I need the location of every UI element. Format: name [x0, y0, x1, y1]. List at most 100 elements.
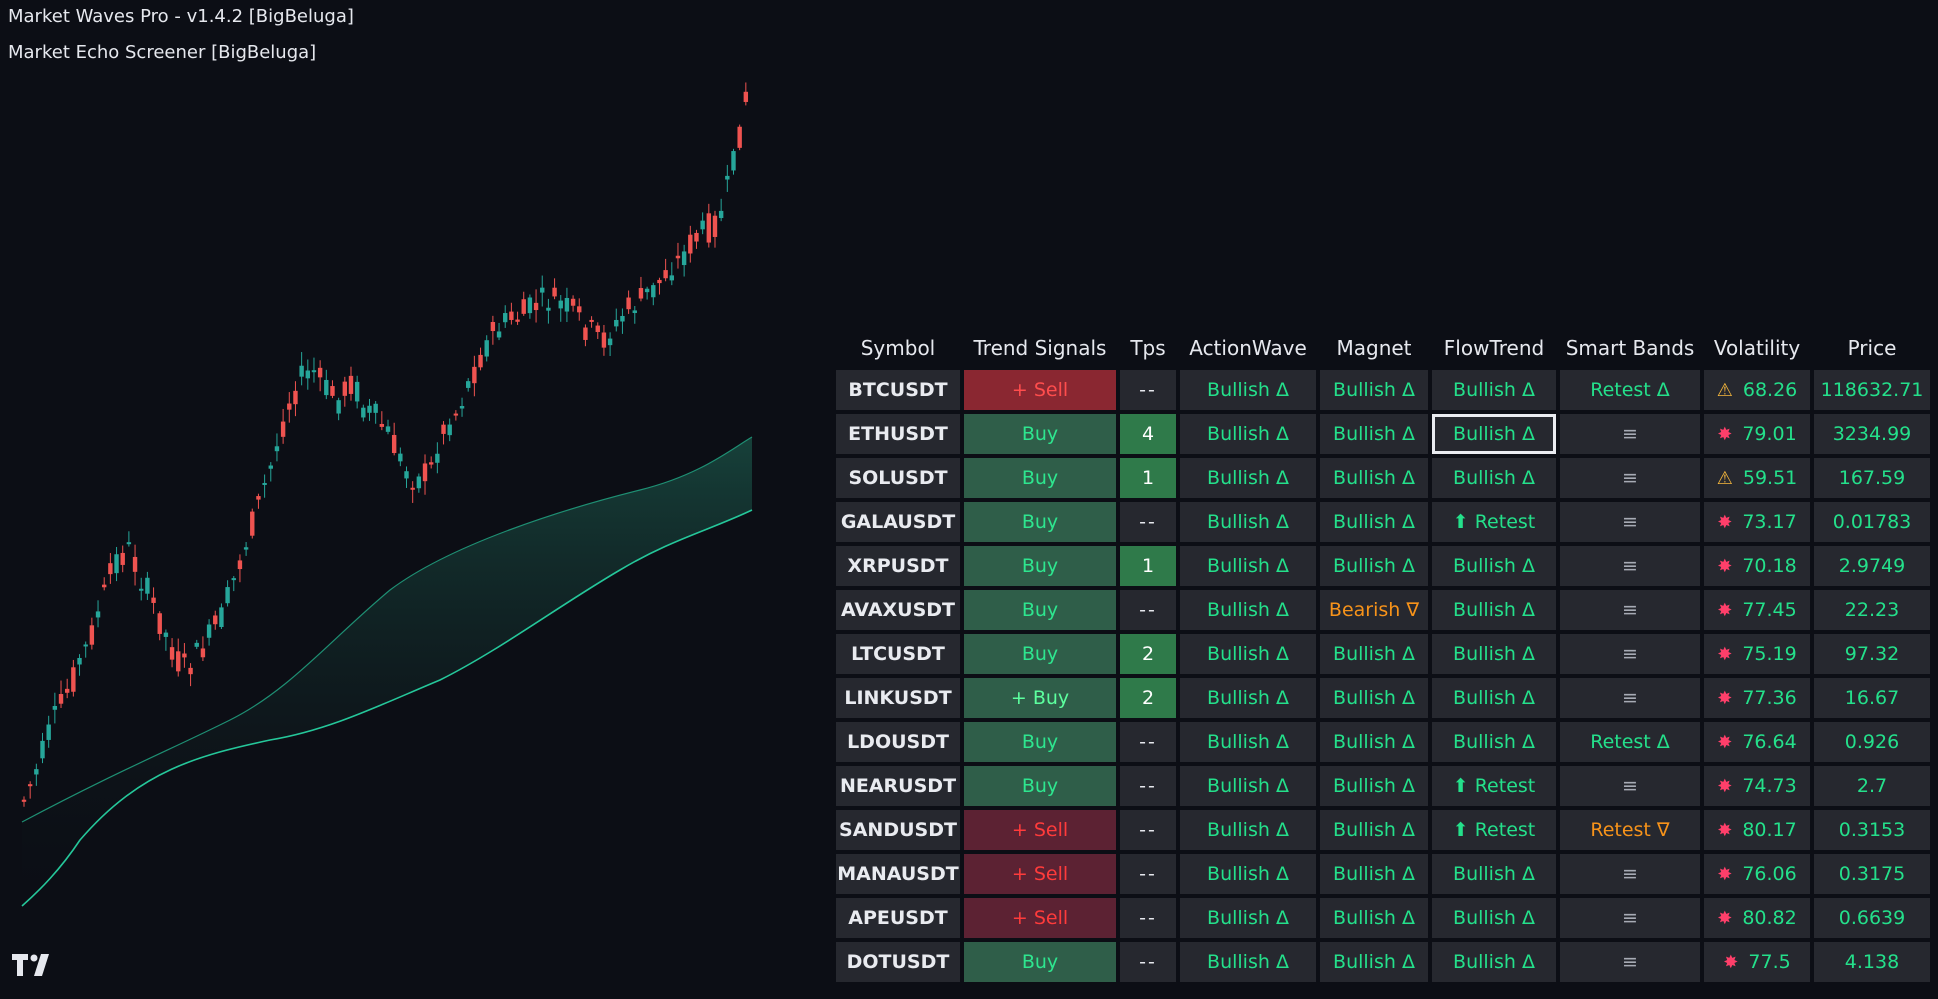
screener-header-row: Symbol Trend Signals Tps ActionWave Magnet Fl… — [836, 330, 1930, 366]
candle-body — [311, 370, 317, 373]
symbol-cell: LTCUSDT — [836, 634, 960, 674]
candle-body — [428, 462, 434, 465]
trend-signal-cell: Buy — [964, 722, 1116, 762]
actionwave-cell: Bullish Δ — [1180, 854, 1316, 894]
trend-signal-cell: + Sell — [964, 898, 1116, 938]
explosion-icon: ✸ — [1717, 688, 1733, 709]
candle-body — [391, 434, 397, 454]
table-row: XRPUSDT Buy 1 Bullish Δ Bullish Δ Bullish Δ ≡ ✸… — [836, 546, 1930, 586]
volatility-value: 80.82 — [1742, 907, 1797, 929]
volatility-cell: ✸ 74.73 — [1704, 766, 1810, 806]
tradingview-logo-icon[interactable] — [12, 952, 58, 982]
candle-body — [27, 784, 33, 787]
symbol-cell: APEUSDT — [836, 898, 960, 938]
table-row: GALAUSDT Buy -- Bullish Δ Bullish Δ ⬆ Retest ≡… — [836, 502, 1930, 542]
flowtrend-cell: Bullish Δ — [1432, 942, 1556, 982]
volatility-cell: ⚠ 68.26 — [1704, 370, 1810, 410]
candle-body — [484, 340, 489, 357]
price-cell: 0.926 — [1814, 722, 1930, 762]
price-cell: 4.138 — [1814, 942, 1930, 982]
candle-body — [416, 476, 422, 489]
candle-body — [422, 463, 428, 482]
price-cell: 167.59 — [1814, 458, 1930, 498]
explosion-icon: ✸ — [1717, 732, 1733, 753]
candle-body — [583, 327, 588, 340]
candle-body — [169, 647, 175, 660]
candle-body — [287, 403, 292, 410]
column-header-symbol: Symbol — [860, 336, 936, 360]
volatility-value: 76.06 — [1742, 863, 1797, 885]
table-row: LTCUSDT Buy 2 Bullish Δ Bullish Δ Bullish Δ ≡ ✸… — [836, 634, 1930, 674]
candle-body — [688, 234, 693, 254]
table-row: SANDUSDT + Sell -- Bullish Δ Bullish Δ ⬆ Rete… — [836, 810, 1930, 850]
smart-bands-cell: ≡ — [1560, 502, 1700, 542]
indicator-legend-market-echo[interactable]: Market Echo Screener [BigBeluga] — [8, 42, 317, 63]
volatility-cell: ✸ 76.06 — [1704, 854, 1810, 894]
price-cell: 118632.71 — [1814, 370, 1930, 410]
smart-bands-cell: ≡ — [1560, 678, 1700, 718]
trend-signal-cell: Buy — [964, 546, 1116, 586]
magnet-cell: Bullish Δ — [1320, 634, 1428, 674]
explosion-icon: ✸ — [1717, 820, 1733, 841]
candle-body — [64, 688, 70, 693]
actionwave-cell: Bullish Δ — [1180, 590, 1316, 630]
smart-bands-cell: Retest Δ — [1560, 370, 1700, 410]
candle-body — [348, 375, 354, 394]
flowtrend-cell: Bullish Δ — [1432, 458, 1556, 498]
candle-body — [163, 632, 169, 637]
table-row: MANAUSDT + Sell -- Bullish Δ Bullish Δ Bullis… — [836, 854, 1930, 894]
candle-body — [330, 386, 335, 396]
candle-body — [21, 799, 27, 802]
actionwave-cell: Bullish Δ — [1180, 678, 1316, 718]
actionwave-cell: Bullish Δ — [1180, 766, 1316, 806]
candle-body — [410, 487, 415, 490]
candle-body — [373, 403, 378, 413]
smart-bands-cell: ≡ — [1560, 634, 1700, 674]
candle-body — [46, 724, 51, 740]
flowtrend-cell: Bullish Δ — [1432, 590, 1556, 630]
trend-signal-cell: Buy — [964, 458, 1116, 498]
flowtrend-cell-selected: Bullish Δ — [1432, 414, 1556, 454]
volatility-value: 74.73 — [1742, 775, 1797, 797]
explosion-icon: ✸ — [1717, 600, 1733, 621]
flowtrend-cell: Bullish Δ — [1432, 898, 1556, 938]
candle-body — [663, 270, 668, 279]
actionwave-cell: Bullish Δ — [1180, 546, 1316, 586]
trend-signal-cell: + Sell — [964, 370, 1116, 410]
candle-body — [305, 370, 310, 379]
warning-triangle-icon: ⚠ — [1716, 468, 1733, 489]
volatility-value: 80.17 — [1742, 819, 1797, 841]
volatility-cell: ⚠ 59.51 — [1704, 458, 1810, 498]
candle-body — [435, 453, 440, 463]
candle-body — [385, 426, 391, 432]
candle-body — [589, 319, 594, 322]
symbol-cell: AVAXUSDT — [836, 590, 960, 630]
candle-body — [404, 471, 409, 479]
candlestick-chart[interactable] — [0, 80, 800, 920]
candle-body — [398, 453, 403, 462]
table-row: BTCUSDT + Sell -- Bullish Δ Bullish Δ Bullish… — [836, 370, 1930, 410]
candle-body — [515, 319, 520, 322]
indicator-legend-market-waves[interactable]: Market Waves Pro - v1.4.2 [BigBeluga] — [8, 6, 354, 27]
tps-cell: -- — [1120, 810, 1176, 850]
candle-body — [194, 642, 199, 647]
magnet-cell: Bullish Δ — [1320, 502, 1428, 542]
table-row: DOTUSDT Buy -- Bullish Δ Bullish Δ Bullish Δ ≡… — [836, 942, 1930, 982]
candle-body — [120, 552, 125, 565]
market-wave-upper-line — [21, 436, 753, 823]
price-cell: 0.01783 — [1814, 502, 1930, 542]
candle-body — [102, 584, 107, 588]
smart-bands-cell: ≡ — [1560, 766, 1700, 806]
symbol-cell: LDOUSDT — [836, 722, 960, 762]
table-row: AVAXUSDT Buy -- Bullish Δ Bearish ∇ Bullish Δ… — [836, 590, 1930, 630]
explosion-icon: ✸ — [1717, 864, 1733, 885]
candle-body — [564, 297, 570, 312]
tps-cell: 1 — [1120, 458, 1176, 498]
candle-body — [478, 354, 483, 368]
table-row: NEARUSDT Buy -- Bullish Δ Bullish Δ ⬆ Retest ≡… — [836, 766, 1930, 806]
explosion-icon: ✸ — [1717, 776, 1733, 797]
symbol-cell: BTCUSDT — [836, 370, 960, 410]
trend-signal-cell: Buy — [964, 634, 1116, 674]
candle-body — [718, 210, 724, 219]
candle-body — [552, 287, 557, 297]
